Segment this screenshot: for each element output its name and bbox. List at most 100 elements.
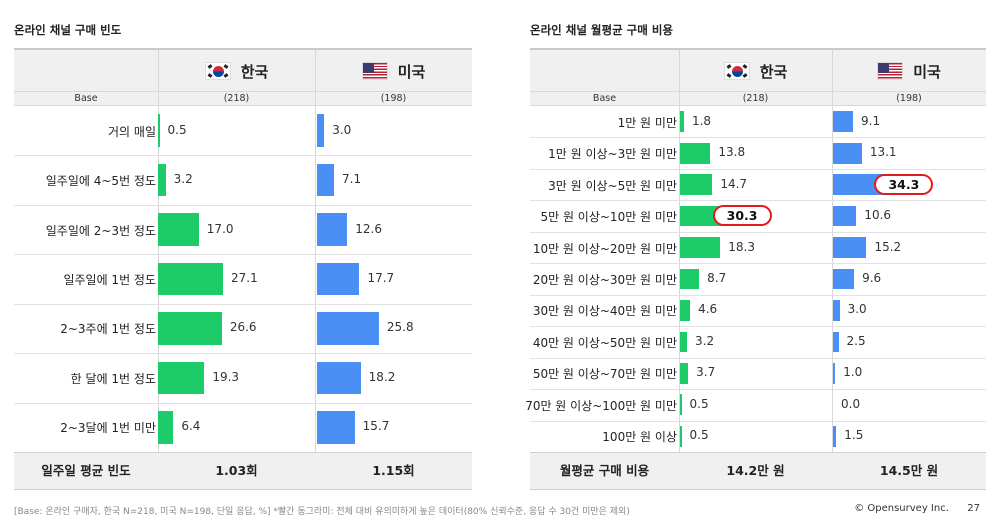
right-base-row: Base (218) (198) [530,92,986,106]
left-header-korea-label: 한국 [240,62,269,81]
usa-value-label: 10.6 [864,208,892,223]
category-label: 일주일에 4~5번 정도 [45,174,156,189]
usa-bar [833,268,855,290]
category-label: 100만 원 이상 [602,430,677,445]
right-footer-label: 월평균 구매 비용 [559,463,650,478]
category-label: 40만 원 이상~50만 원 미만 [532,335,677,350]
category-label: 2~3달에 1번 미만 [60,421,156,436]
usa-value-label: 3.0 [332,122,352,137]
page-number: 27 [967,503,980,514]
left-footer-korea: 1.03회 [215,463,258,478]
korea-bar [680,331,688,353]
korea-bar [158,114,160,147]
right-base-korea: (218) [742,93,769,104]
category-label: 3만 원 이상~5만 원 미만 [548,178,677,193]
left-base-korea: (218) [223,93,250,104]
korea-bar [158,361,205,395]
usa-value-label: 9.6 [862,271,882,285]
right-footer-row: 월평균 구매 비용 14.2만 원 14.5만 원 [530,452,986,490]
row-divider [530,389,986,391]
korea-bar [158,410,174,444]
right-header-korea-label: 한국 [759,62,788,81]
row-divider [14,353,472,355]
row-divider [530,137,986,139]
copyright: © Opensurvey Inc. 27 [854,503,980,514]
usa-bar [833,362,836,384]
right-footer-korea: 14.2만 원 [726,463,785,478]
category-label: 일주일에 1번 정도 [63,273,156,287]
korea-value-label: 27.1 [231,271,258,285]
usa-value-label: 2.5 [846,333,866,348]
left-footer-row: 일주일 평균 빈도 1.03회 1.15회 [14,452,472,490]
right-header-usa: 미국 [832,50,986,92]
row-divider [530,231,986,233]
category-label: 5만 원 이상~10만 원 미만 [540,210,677,225]
row-divider [530,200,986,202]
usa-value-label: 7.1 [342,172,362,187]
usa-value-label: 18.2 [368,369,396,384]
korea-value-label: 26.6 [229,320,257,335]
left-base-label: Base [74,93,98,104]
korea-bar [680,300,691,321]
usa-bar [833,111,854,133]
korea-bar [680,394,682,416]
korea-value-label: 0.5 [167,122,187,137]
usa-value-label: 25.8 [386,320,414,335]
right-base-label: Base [592,93,617,104]
usa-value-label: 1.5 [844,428,864,443]
usa-bar [833,300,840,321]
korea-value-label: 4.6 [698,302,718,317]
korea-value-label: 19.3 [212,369,240,384]
usa-value-label: 15.7 [362,419,390,434]
usa-bar [317,163,335,197]
korea-bar [680,268,700,290]
usa-highlight-value-label: 34.3 [874,173,934,195]
usa-bar [833,331,839,353]
usa-value-label: 0.0 [841,396,861,411]
category-label: 한 달에 1번 정도 [70,371,156,386]
right-chart-title: 온라인 채널 월평균 구매 비용 [530,23,673,37]
category-label: 50만 원 이상~70만 원 미만 [532,367,677,382]
korea-value-label: 1.8 [691,113,712,128]
row-divider [14,254,472,256]
row-divider [14,303,472,305]
usa-bar [317,312,379,345]
usa-value-label: 13.1 [869,145,897,160]
row-divider [530,326,986,328]
row-divider [530,168,986,170]
korea-bar [158,213,199,246]
category-label: 일주일에 2~3번 정도 [45,223,156,238]
korea-bar [680,111,684,133]
category-label: 1만 원 이상~3만 원 미만 [548,147,677,162]
row-divider [530,420,986,422]
korea-bar [158,312,222,345]
usa-bar [317,114,325,147]
left-header-korea: 한국 [158,50,315,92]
right-chart-table: 한국 미국 Base (218) (198) 월평균 구매 비용 14.2만 원… [525,48,986,490]
usa-value-label: 15.2 [874,239,902,254]
left-header-usa-label: 미국 [397,62,426,81]
left-header-usa: 미국 [315,50,472,92]
usa-value-label: 3.0 [847,302,867,317]
row-divider [530,263,986,265]
left-header-row: 한국 미국 [14,50,472,92]
korea-value-label: 3.7 [696,365,716,380]
usa-bar [317,213,348,246]
korea-bar [680,142,711,164]
category-label: 1만 원 미만 [617,115,677,130]
category-label: 거의 매일 [108,124,156,139]
korea-flag-icon [723,62,750,80]
korea-value-label: 18.3 [728,239,755,254]
usa-value-label: 9.1 [861,113,881,128]
usa-value-label: 1.0 [843,365,863,380]
left-footer-usa: 1.15회 [372,463,415,478]
usa-bar [833,142,862,164]
korea-highlight-value-label: 30.3 [712,205,772,227]
usa-bar [833,205,857,227]
right-base-usa: (198) [896,93,922,104]
row-divider [530,357,986,359]
korea-bar [158,262,224,296]
usa-bar [833,425,837,447]
korea-value-label: 13.8 [718,145,746,160]
korea-value-label: 14.7 [720,176,748,191]
